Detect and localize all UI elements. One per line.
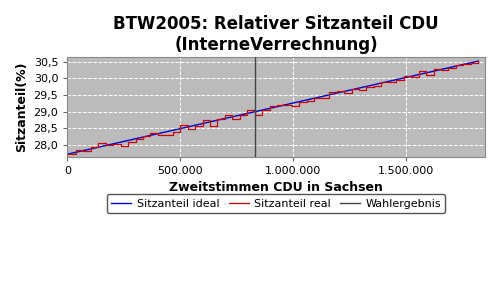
- Sitzanteil ideal: [251, 110, 257, 114]
- Sitzanteil ideal: [339, 90, 345, 94]
- Y-axis label: Sitzanteil(%): Sitzanteil(%): [15, 61, 28, 152]
- Sitzanteil ideal: [307, 98, 313, 101]
- Sitzanteil ideal: [138, 136, 144, 139]
- Line: Sitzanteil real: Sitzanteil real: [68, 61, 478, 154]
- Sitzanteil real: [170, 130, 176, 134]
- X-axis label: Zweitstimmen CDU in Sachsen: Zweitstimmen CDU in Sachsen: [169, 181, 383, 194]
- Sitzanteil real: [475, 59, 481, 63]
- Sitzanteil ideal: [66, 152, 71, 156]
- Sitzanteil real: [259, 113, 265, 116]
- Title: BTW2005: Relativer Sitzanteil CDU
(InterneVerrechnung): BTW2005: Relativer Sitzanteil CDU (Inter…: [114, 15, 439, 54]
- Sitzanteil real: [222, 118, 228, 121]
- Sitzanteil real: [460, 62, 466, 66]
- Sitzanteil ideal: [171, 128, 177, 132]
- Sitzanteil ideal: [475, 59, 481, 63]
- Sitzanteil real: [66, 152, 71, 156]
- Sitzanteil real: [304, 99, 310, 103]
- Legend: Sitzanteil ideal, Sitzanteil real, Wahlergebnis: Sitzanteil ideal, Sitzanteil real, Wahle…: [107, 194, 446, 213]
- Line: Sitzanteil ideal: Sitzanteil ideal: [68, 61, 478, 154]
- Sitzanteil real: [162, 133, 168, 136]
- Sitzanteil ideal: [374, 82, 380, 86]
